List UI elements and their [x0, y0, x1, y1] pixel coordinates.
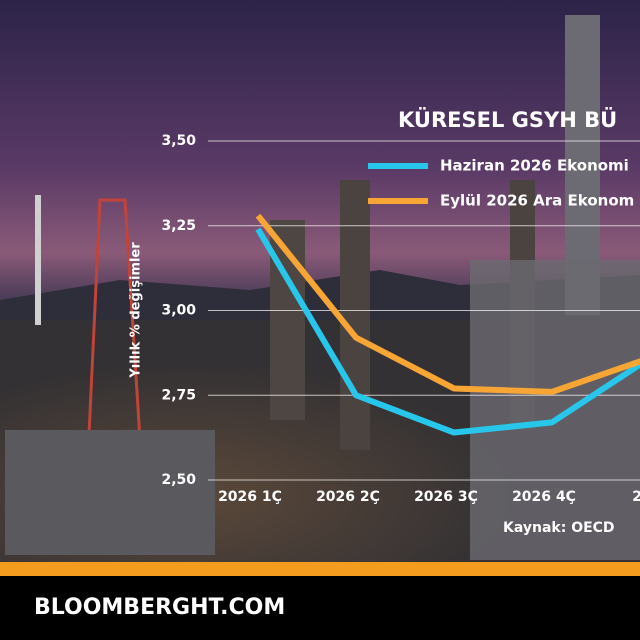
x-tick-label: 2026 1Ç [218, 489, 282, 505]
y-tick-label: 3,00 [161, 303, 196, 319]
y-tick-label: 3,50 [161, 133, 196, 149]
footer-brand: BLOOMBERGHT.COM [34, 595, 285, 620]
y-axis-label: Yıllık % değişimler [129, 242, 144, 379]
y-tick-label: 2,75 [161, 387, 196, 403]
legend-label: Haziran 2026 Ekonomi [440, 157, 629, 175]
chart-title: KÜRESEL GSYH BÜ [398, 107, 617, 132]
background-photo [0, 0, 640, 562]
footer-stripe [0, 562, 640, 576]
x-tick-label: 2026 3Ç [414, 489, 478, 505]
series-line [255, 213, 640, 395]
footer-bar [0, 576, 640, 640]
series-line [255, 227, 640, 436]
legend-label: Eylül 2026 Ara Ekonom [440, 192, 634, 210]
x-tick-label: 2026 2Ç [316, 489, 380, 505]
y-tick-label: 3,25 [161, 218, 196, 234]
source: Kaynak: OECD [503, 520, 615, 536]
x-tick-label: 20 [632, 489, 640, 505]
y-tick-label: 2,50 [161, 472, 196, 488]
x-tick-label: 2026 4Ç [512, 489, 576, 505]
